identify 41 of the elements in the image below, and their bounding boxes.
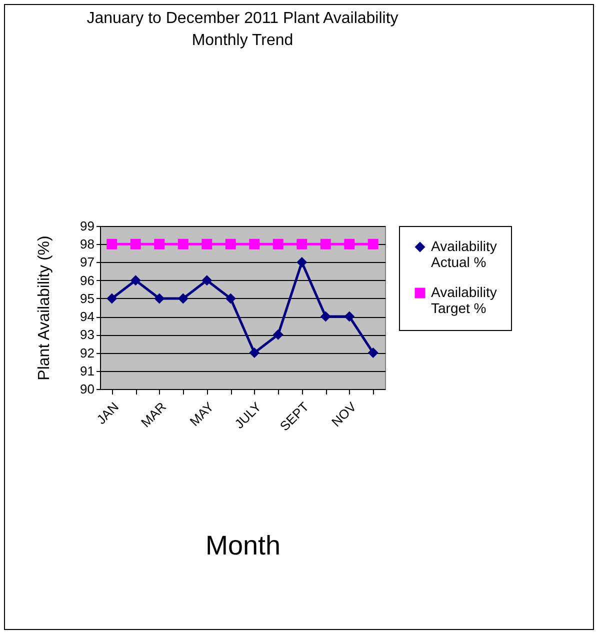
y-tick-label: 99 [80,218,94,234]
point [106,238,118,250]
text: Monthly Trend [192,32,294,49]
point [202,238,212,250]
legend-label: Availability Actual % [431,238,497,270]
y-tick-label: 96 [80,272,94,288]
point [154,238,165,250]
point [320,238,331,250]
y-tick-label: 93 [80,327,94,342]
point [249,238,260,250]
point [344,311,355,322]
x-axis-title: Month [205,530,281,561]
point [225,238,236,250]
point [106,293,118,304]
point [249,348,260,358]
point [202,275,212,286]
y-tick-label: 92 [80,345,94,360]
point [368,348,378,358]
point [154,293,165,304]
point [272,329,284,340]
point [368,238,378,250]
point [320,311,331,322]
point [178,293,188,304]
y-tick-label: 97 [80,254,94,270]
y-tick-label: 94 [80,309,94,324]
y-tick-label: 95 [80,290,94,306]
point [296,256,308,268]
y-tick-label: 90 [80,382,94,396]
point [272,238,284,250]
point [225,293,236,304]
point [130,275,141,286]
text: January to December 2011 Plant Availability [86,10,398,27]
y-axis-title: Plant Availability (%) [36,236,54,380]
x-tick-label: JAN [94,399,122,428]
point [344,238,355,250]
point [296,238,308,250]
y-tick-label: 91 [80,363,94,378]
point [178,238,188,250]
y-tick-label: 98 [80,236,94,252]
legend-label: Availability Target % [431,284,497,316]
point [130,238,141,250]
